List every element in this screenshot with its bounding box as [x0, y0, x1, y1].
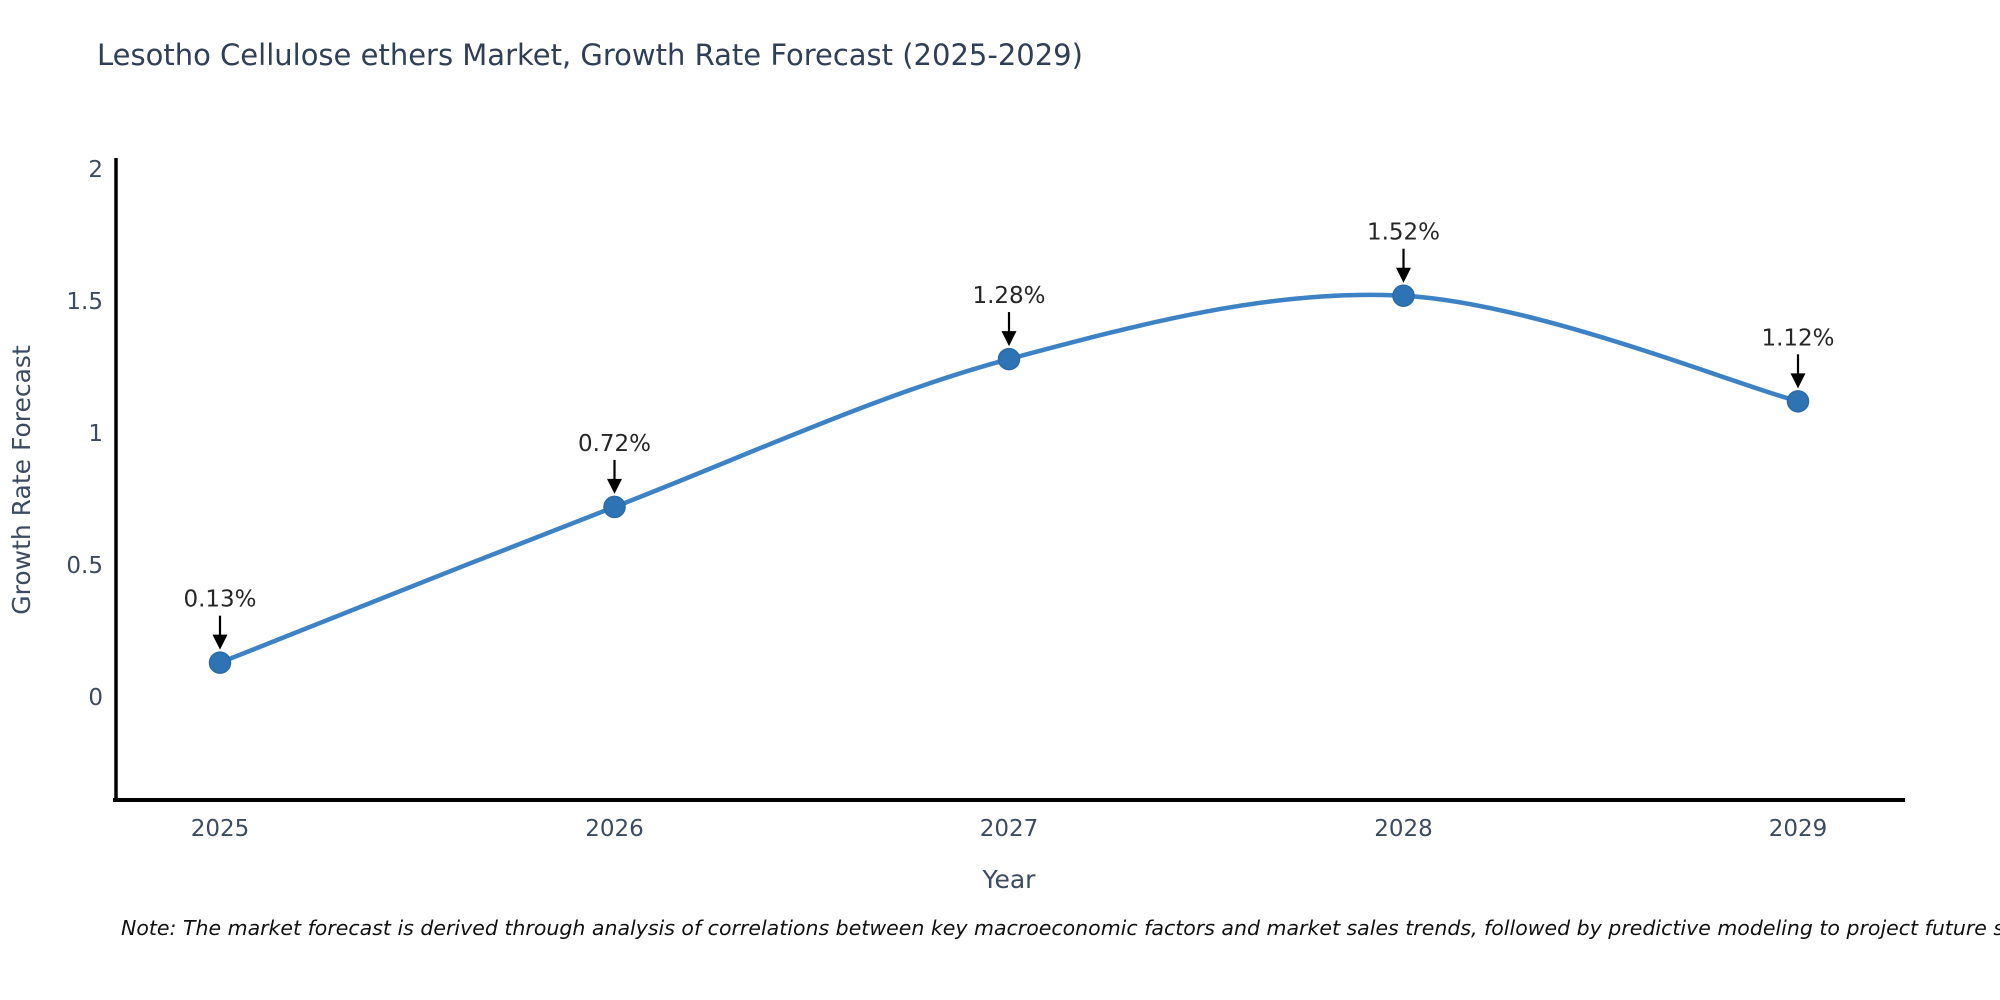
footnote: Note: The market forecast is derived thr… [121, 916, 2000, 940]
data-point-marker [997, 347, 1021, 371]
annotation-arrow-head [1790, 373, 1806, 389]
annotation-arrow-head [212, 634, 228, 650]
annotation-arrow-head [1396, 267, 1411, 283]
y-tick-label: 0.5 [66, 553, 103, 579]
point-annotation: 1.52% [1367, 220, 1440, 283]
data-point-marker [1786, 390, 1810, 413]
y-tick-label: 1.5 [66, 289, 103, 315]
annotation-arrow-head [1001, 331, 1017, 347]
x-tick-label: 2026 [585, 816, 644, 842]
y-axis-title: Growth Rate Forecast [7, 345, 36, 615]
data-point-marker [208, 651, 232, 674]
y-tick-label: 2 [88, 157, 103, 183]
point-annotation-label: 1.28% [972, 283, 1045, 309]
data-point-marker [1392, 284, 1415, 307]
point-annotation: 0.72% [578, 431, 651, 494]
point-annotation-label: 1.12% [1761, 325, 1834, 351]
y-tick-label: 0 [88, 685, 103, 711]
point-annotation: 0.13% [183, 587, 257, 650]
annotation-arrow-head [607, 478, 622, 494]
point-annotation: 1.28% [972, 283, 1046, 347]
point-annotation-label: 0.72% [578, 431, 651, 457]
data-point-marker [603, 495, 626, 519]
point-annotation-label: 1.52% [1367, 220, 1440, 246]
point-annotation: 1.12% [1761, 325, 1835, 389]
chart-title: Lesotho Cellulose ethers Market, Growth … [97, 38, 1083, 72]
x-tick-label: 2027 [980, 816, 1039, 842]
x-tick-label: 2028 [1374, 816, 1433, 842]
y-tick-label: 1 [88, 421, 103, 447]
x-axis-title: Year [982, 865, 1037, 894]
point-annotation-label: 0.13% [183, 587, 256, 613]
x-tick-label: 2025 [191, 816, 250, 842]
x-tick-label: 2029 [1769, 816, 1828, 842]
